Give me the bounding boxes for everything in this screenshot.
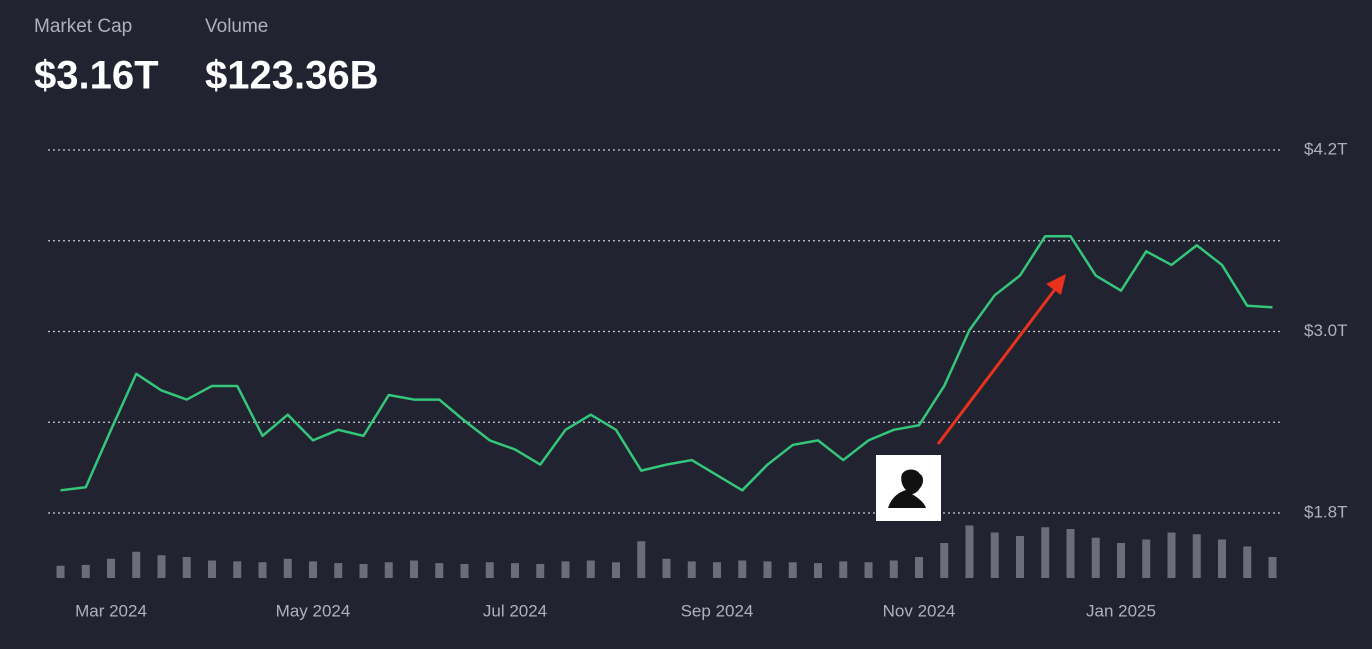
volume-bar bbox=[182, 557, 191, 578]
volume-bar bbox=[1192, 534, 1201, 578]
volume-bar bbox=[283, 558, 292, 578]
x-tick-label: Jul 2024 bbox=[483, 601, 547, 620]
y-tick-label: $3.0T bbox=[1304, 321, 1347, 340]
volume-bar bbox=[586, 560, 595, 578]
volume-bar bbox=[410, 560, 418, 578]
volume-bar bbox=[965, 525, 974, 578]
volume-bar bbox=[1016, 536, 1024, 578]
volume-bar bbox=[334, 563, 343, 578]
volume-bar bbox=[662, 558, 671, 578]
volume-bar bbox=[1091, 537, 1100, 578]
y-tick-label: $1.8T bbox=[1304, 502, 1347, 521]
volume-bar bbox=[56, 565, 65, 578]
volume-bar bbox=[233, 561, 242, 578]
volume-bar bbox=[359, 564, 368, 578]
volume-bar bbox=[713, 562, 721, 578]
volume-bar bbox=[738, 560, 747, 578]
y-tick-label: $4.2T bbox=[1304, 139, 1347, 158]
volume-bar bbox=[561, 561, 570, 578]
volume-bar bbox=[460, 564, 469, 578]
x-tick-label: Sep 2024 bbox=[681, 601, 754, 620]
volume-bar bbox=[1041, 527, 1050, 578]
stat-label: Market Cap bbox=[34, 16, 132, 37]
stat-value: $123.36B bbox=[205, 54, 378, 98]
x-tick-label: Jan 2025 bbox=[1086, 601, 1156, 620]
volume-bar bbox=[384, 562, 393, 578]
stat-label: Volume bbox=[205, 16, 268, 37]
volume-bar bbox=[788, 562, 797, 578]
volume-bar bbox=[1268, 557, 1277, 578]
volume-bar bbox=[839, 561, 848, 578]
volume-bar bbox=[208, 560, 216, 578]
volume-bar bbox=[687, 561, 696, 578]
x-tick-label: Nov 2024 bbox=[883, 601, 956, 620]
volume-bar bbox=[309, 561, 317, 578]
volume-bar bbox=[435, 563, 444, 578]
volume-bar bbox=[889, 560, 898, 578]
volume-bar bbox=[1066, 529, 1075, 578]
volume-bar bbox=[990, 532, 999, 578]
icon-silhouette bbox=[888, 469, 926, 508]
volume-bar bbox=[81, 564, 90, 578]
plot: $1.8T $3.0T $4.2T Mar 2024 May 2024 Jul 2024 S… bbox=[48, 139, 1347, 620]
arrowhead bbox=[1046, 274, 1066, 295]
volume-bar bbox=[1243, 546, 1252, 578]
volume-bar bbox=[915, 557, 923, 578]
volume-bar bbox=[1142, 539, 1151, 578]
volume-bar bbox=[157, 555, 166, 578]
volume-bar bbox=[536, 564, 545, 578]
arrow bbox=[936, 287, 1058, 445]
volume-bar bbox=[1117, 543, 1125, 578]
volume-bar bbox=[637, 541, 646, 578]
volume-bar bbox=[864, 562, 873, 578]
volume-bar bbox=[258, 562, 267, 578]
volume-bar bbox=[511, 563, 519, 578]
x-tick-label: Mar 2024 bbox=[75, 601, 147, 620]
volume-bar bbox=[940, 543, 949, 578]
volume-bar bbox=[814, 563, 822, 578]
annotation bbox=[876, 274, 1066, 521]
volume-bar bbox=[763, 561, 772, 578]
volume-bar bbox=[1167, 532, 1176, 578]
volume-bar bbox=[1218, 539, 1226, 578]
volume-bar bbox=[132, 551, 141, 578]
stat-value: $3.16T bbox=[34, 54, 159, 98]
line bbox=[60, 234, 1273, 492]
x-tick-label: May 2024 bbox=[276, 601, 351, 620]
volume-bar bbox=[485, 562, 494, 578]
volume-bar bbox=[107, 558, 115, 578]
volume-bar bbox=[612, 562, 620, 578]
